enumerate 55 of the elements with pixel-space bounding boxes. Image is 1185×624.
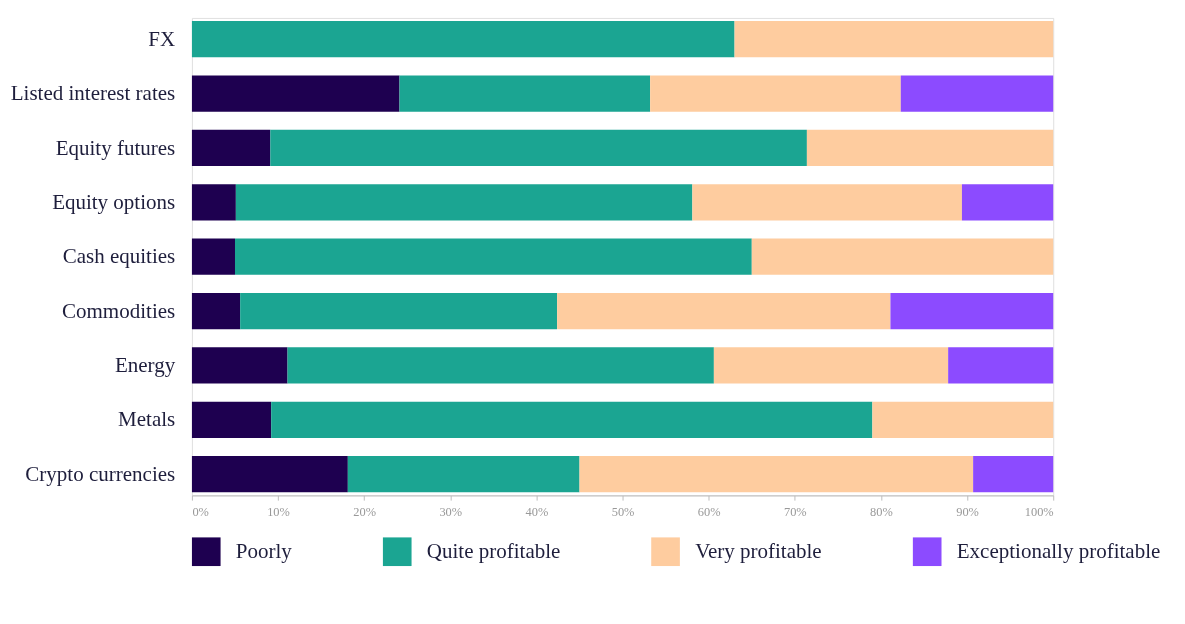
bar [900, 75, 1054, 112]
bar [399, 75, 651, 112]
bar [579, 456, 974, 493]
bar [191, 292, 241, 330]
y-tick-label: Equity futures [55, 135, 176, 160]
bar [806, 129, 1054, 167]
legend-label: Exceptionally profitable [956, 539, 1161, 564]
x-tick-label: 50% [611, 504, 635, 519]
x-tick-label: 0% [192, 504, 209, 519]
x-tick-label: 20% [353, 504, 377, 519]
x-tick-label: 70% [783, 504, 807, 519]
bar [191, 21, 735, 58]
bar [347, 456, 580, 493]
bar [271, 401, 873, 438]
y-tick-label: Energy [114, 353, 176, 378]
bar [872, 401, 1054, 438]
bar [191, 401, 272, 438]
x-tick-label: 90% [956, 504, 979, 519]
y-tick-label: Crypto currencies [25, 461, 176, 486]
y-tick-label: FX [148, 26, 176, 51]
bar [692, 184, 962, 221]
y-tick-label: Listed interest rates [10, 81, 176, 106]
y-tick-label: Metals [118, 407, 176, 432]
bar [948, 347, 1054, 384]
legend-label: Very profitable [695, 539, 822, 564]
bar [191, 184, 236, 221]
x-tick-label: 80% [870, 504, 893, 519]
x-tick-label: 40% [525, 504, 549, 519]
bar [287, 347, 714, 384]
bar [235, 184, 693, 221]
legend-label: Poorly [235, 539, 293, 564]
y-tick-label: Cash equities [62, 244, 176, 269]
x-tick-label: 100% [1024, 504, 1054, 519]
bar [650, 75, 901, 112]
bar [191, 456, 348, 493]
bar [734, 21, 1054, 58]
y-tick-label: Commodities [62, 298, 176, 323]
bar [961, 184, 1054, 221]
bar [557, 292, 891, 330]
x-tick-label: 30% [439, 504, 463, 519]
bar [713, 347, 949, 384]
y-tick-label: Equity options [52, 189, 176, 214]
bar [890, 292, 1054, 330]
bar [270, 129, 807, 167]
bar [191, 238, 235, 275]
bar [191, 347, 288, 384]
bar [234, 238, 752, 275]
bar [191, 129, 271, 167]
legend-label: Quite profitable [426, 539, 561, 564]
bar [751, 238, 1054, 275]
bar [191, 75, 400, 112]
bar [973, 456, 1054, 493]
x-tick-label: 10% [267, 504, 290, 519]
bar [240, 292, 558, 330]
x-tick-label: 60% [697, 504, 721, 519]
